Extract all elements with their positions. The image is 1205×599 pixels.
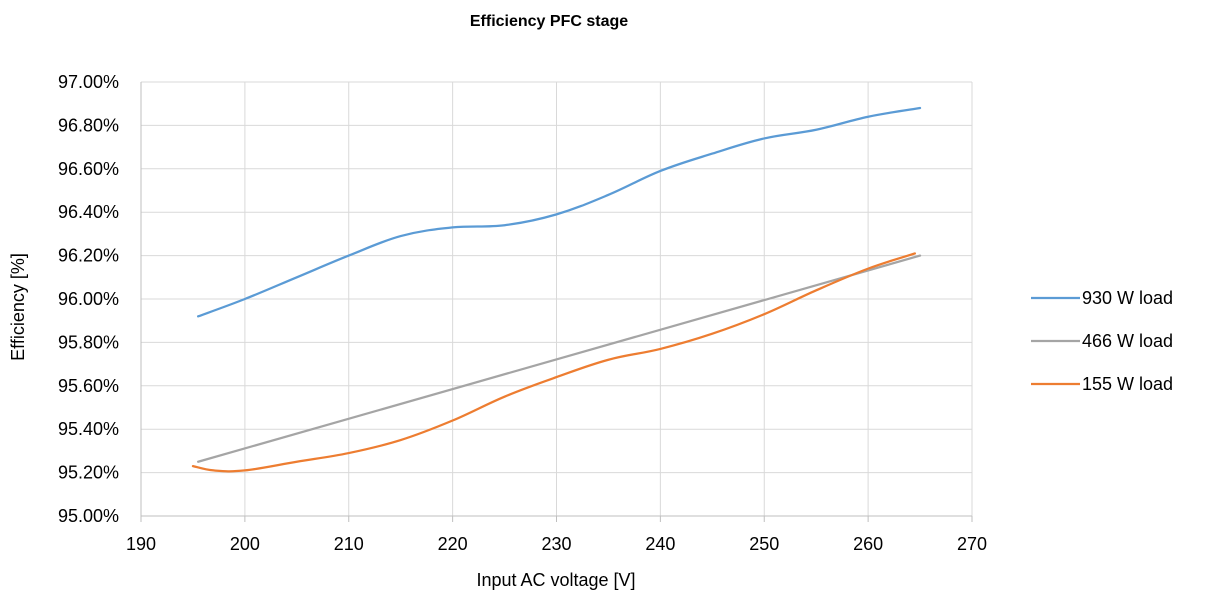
y-tick-label: 95.60% bbox=[58, 376, 119, 396]
y-axis-ticks: 95.00% 95.20% 95.40% 95.60% 95.80% 96.00% 96.2… bbox=[58, 72, 119, 526]
x-tick-label: 210 bbox=[334, 534, 364, 554]
chart-title: Efficiency PFC stage bbox=[470, 13, 628, 30]
series-line-1 bbox=[197, 106, 922, 318]
x-tick-label: 220 bbox=[438, 534, 468, 554]
y-axis-label: Efficiency [%] bbox=[8, 253, 28, 361]
legend-label-2: 466 W load bbox=[1082, 331, 1173, 351]
x-tick-label: 190 bbox=[126, 534, 156, 554]
legend: 930 W load 466 W load 155 W load bbox=[1031, 288, 1173, 394]
gridlines bbox=[141, 81, 973, 516]
legend-label-1: 930 W load bbox=[1082, 288, 1173, 308]
y-tick-label: 95.80% bbox=[58, 332, 119, 352]
axes bbox=[140, 82, 973, 522]
y-tick-label: 95.20% bbox=[58, 463, 119, 483]
x-tick-label: 240 bbox=[645, 534, 675, 554]
x-tick-label: 270 bbox=[957, 534, 987, 554]
legend-label-3: 155 W load bbox=[1082, 374, 1173, 394]
series-line-3 bbox=[191, 252, 916, 473]
x-tick-label: 230 bbox=[541, 534, 571, 554]
x-axis-label: Input AC voltage [V] bbox=[476, 570, 635, 590]
x-tick-label: 200 bbox=[230, 534, 260, 554]
y-tick-label: 96.80% bbox=[58, 115, 119, 135]
y-tick-label: 95.00% bbox=[58, 506, 119, 526]
y-tick-label: 96.40% bbox=[58, 202, 119, 222]
y-tick-label: 97.00% bbox=[58, 72, 119, 92]
y-tick-label: 96.60% bbox=[58, 159, 119, 179]
y-tick-label: 96.20% bbox=[58, 246, 119, 266]
x-axis-ticks: 190 200 210 220 230 240 250 260 270 bbox=[126, 534, 987, 554]
series-line-2 bbox=[197, 254, 922, 463]
x-tick-label: 250 bbox=[749, 534, 779, 554]
y-tick-label: 96.00% bbox=[58, 289, 119, 309]
y-tick-label: 95.40% bbox=[58, 419, 119, 439]
series-lines bbox=[191, 106, 922, 473]
x-tick-label: 260 bbox=[853, 534, 883, 554]
